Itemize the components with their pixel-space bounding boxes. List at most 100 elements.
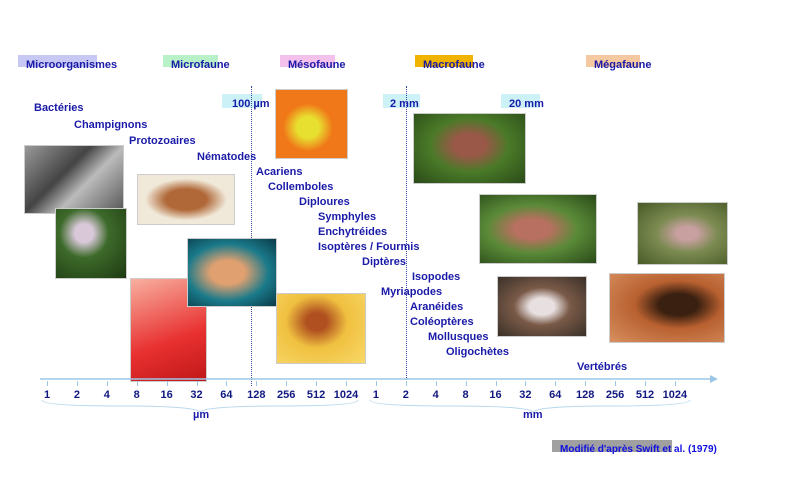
category-microorganismes: Microorganismes bbox=[26, 59, 118, 71]
axis-tick bbox=[674, 381, 676, 386]
axis-unit-um: µm bbox=[193, 409, 210, 421]
taxon-label: Oligochètes bbox=[446, 346, 509, 358]
nematode-photo bbox=[130, 278, 207, 382]
axis-tick-label: 8 bbox=[462, 389, 469, 401]
axis-tick-label: 4 bbox=[103, 389, 110, 401]
axis-tick bbox=[645, 381, 646, 386]
mushroom-photo bbox=[55, 208, 127, 279]
category-bg bbox=[280, 55, 335, 67]
taxon-label: Nématodes bbox=[197, 151, 257, 163]
earthworm-photo bbox=[413, 113, 526, 184]
taxon-label: Symphyles bbox=[318, 211, 377, 223]
axis-tick-label: 1024 bbox=[662, 389, 688, 401]
axis-tick bbox=[585, 381, 587, 386]
axis-tick bbox=[196, 381, 198, 386]
axis-tick-label: 8 bbox=[133, 389, 140, 401]
axis-tick-label: 4 bbox=[432, 389, 439, 401]
axis-tick bbox=[47, 381, 48, 386]
credit-bg bbox=[552, 440, 672, 452]
taxon-label: Bactéries bbox=[34, 102, 84, 114]
divider-2mm bbox=[406, 86, 407, 386]
taxon-label: Acariens bbox=[256, 166, 303, 178]
axis-tick-label: 16 bbox=[489, 389, 502, 401]
axis-tick-label: 1024 bbox=[333, 389, 359, 401]
category-mesofaune: Mésofaune bbox=[288, 59, 346, 71]
taxon-label: Isopodes bbox=[412, 271, 461, 283]
axis-tick bbox=[615, 381, 617, 386]
axis-unit-mm: mm bbox=[523, 409, 543, 421]
axis-tick-label: 2 bbox=[402, 389, 409, 401]
axis-tick-label: 256 bbox=[605, 389, 625, 401]
axis-tick-label: 64 bbox=[549, 389, 562, 401]
axis-tick bbox=[346, 381, 347, 386]
category-microfaune: Microfaune bbox=[171, 59, 230, 71]
taxon-label: Vertébrés bbox=[577, 361, 628, 373]
axis-tick bbox=[525, 381, 527, 386]
taxon-label: Enchytréides bbox=[318, 226, 388, 238]
axis-tick bbox=[316, 381, 318, 386]
divider-100um bbox=[251, 86, 252, 386]
axis-tick bbox=[226, 381, 228, 386]
axis-tick bbox=[136, 381, 138, 386]
axis-tick-label: 512 bbox=[306, 389, 326, 401]
mite-photo bbox=[276, 293, 366, 364]
axis-tick bbox=[555, 381, 557, 386]
taxon-label: Champignons bbox=[74, 119, 148, 131]
axis-tick-label: 256 bbox=[277, 389, 296, 401]
axis-tick bbox=[166, 381, 168, 386]
taxon-label: Diptères bbox=[362, 256, 407, 268]
taxon-label: Isoptères / Fourmis bbox=[318, 241, 420, 253]
threshold-2mm: 2 mm bbox=[390, 98, 419, 110]
axis-tick bbox=[256, 381, 258, 386]
um-brace bbox=[41, 399, 359, 413]
bacteria-photo bbox=[24, 145, 124, 214]
threshold-20mm: 20 mm bbox=[509, 98, 544, 110]
axis-tick-label: 512 bbox=[635, 389, 655, 401]
slug-photo bbox=[609, 273, 725, 343]
category-megafaune: Mégafaune bbox=[594, 59, 652, 71]
axis-tick bbox=[495, 381, 497, 386]
axis-tick-label: 128 bbox=[576, 389, 595, 401]
credit-text: Modifié d'après Swift et al. (1979) bbox=[560, 444, 717, 455]
axis-tick-label: 1 bbox=[372, 389, 379, 401]
taxon-label: Mollusques bbox=[428, 331, 489, 343]
protozoa-photo bbox=[137, 174, 235, 225]
threshold-bg bbox=[501, 94, 540, 108]
axis-tick bbox=[435, 381, 437, 386]
category-bg bbox=[586, 55, 640, 67]
axis-tick-label: 128 bbox=[247, 389, 266, 401]
taxon-label: Collemboles bbox=[268, 181, 334, 193]
mm-brace bbox=[369, 399, 691, 413]
threshold-bg bbox=[383, 94, 420, 108]
tardigrade-photo bbox=[187, 238, 277, 307]
axis-tick bbox=[106, 381, 108, 386]
taxon-label: Aranéides bbox=[410, 301, 464, 313]
mole-photo bbox=[637, 202, 728, 265]
axis-tick-label: 1 bbox=[43, 389, 51, 401]
axis-tick-label: 32 bbox=[519, 389, 532, 401]
axis-tick bbox=[286, 381, 288, 386]
category-macrofaune: Macrofaune bbox=[423, 59, 485, 71]
axis-tick bbox=[405, 381, 407, 386]
axis-tick-label: 64 bbox=[220, 389, 233, 401]
axis-tick-label: 32 bbox=[190, 389, 203, 401]
axis-tick bbox=[76, 381, 78, 386]
axis-tick bbox=[465, 381, 467, 386]
taxon-label: Protozoaires bbox=[129, 135, 196, 147]
worm-photo bbox=[479, 194, 597, 264]
taxon-label: Diploures bbox=[299, 196, 350, 208]
springtail-photo bbox=[275, 89, 348, 159]
axis-arrow-icon bbox=[710, 375, 718, 383]
size-axis bbox=[40, 375, 718, 413]
axis-tick-label: 2 bbox=[73, 389, 80, 401]
axis-tick-label: 16 bbox=[160, 389, 173, 401]
category-bg bbox=[415, 55, 473, 67]
grub-photo bbox=[497, 276, 587, 337]
category-bg bbox=[163, 55, 218, 67]
threshold-100um: 100 µm bbox=[232, 98, 270, 110]
category-bg bbox=[18, 55, 97, 67]
threshold-bg bbox=[222, 94, 262, 108]
taxon-label: Coléoptères bbox=[410, 316, 474, 328]
taxon-label: Myriapodes bbox=[381, 286, 443, 298]
